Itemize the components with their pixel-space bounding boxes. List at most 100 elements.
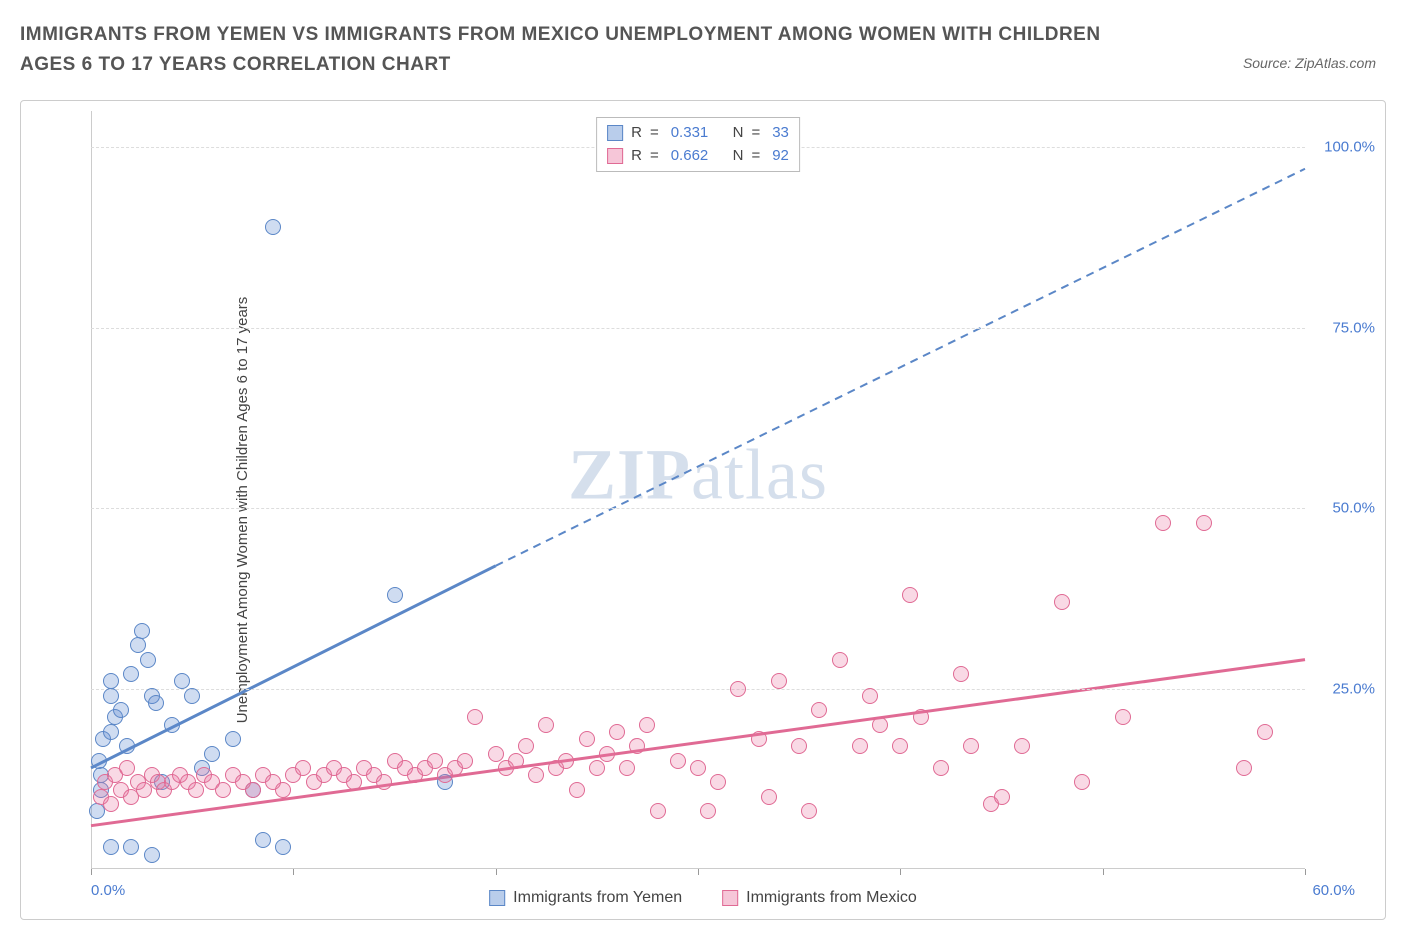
scatter-point	[130, 637, 146, 653]
scatter-point	[148, 695, 164, 711]
scatter-point	[730, 681, 746, 697]
legend-R-label: R	[631, 122, 642, 145]
scatter-point	[184, 688, 200, 704]
x-tick-mark	[698, 869, 699, 875]
scatter-point	[528, 767, 544, 783]
scatter-point	[761, 789, 777, 805]
legend-R-label: R	[631, 145, 642, 168]
scatter-point	[245, 782, 261, 798]
scatter-point	[91, 753, 107, 769]
scatter-point	[123, 839, 139, 855]
scatter-point	[174, 673, 190, 689]
scatter-point	[1236, 760, 1252, 776]
scatter-point	[488, 746, 504, 762]
scatter-point	[140, 652, 156, 668]
gridline	[91, 508, 1305, 509]
y-tick-label: 50.0%	[1315, 500, 1375, 517]
scatter-point	[164, 717, 180, 733]
scatter-point	[771, 673, 787, 689]
scatter-point	[913, 709, 929, 725]
scatter-point	[538, 717, 554, 733]
scatter-point	[1014, 738, 1030, 754]
source-link[interactable]: ZipAtlas.com	[1295, 55, 1376, 71]
scatter-point	[791, 738, 807, 754]
scatter-point	[225, 731, 241, 747]
y-tick-label: 100.0%	[1315, 139, 1375, 156]
scatter-point	[852, 738, 868, 754]
legend-label-mexico: Immigrants from Mexico	[746, 889, 917, 907]
x-tick-mark	[1103, 869, 1104, 875]
scatter-point	[670, 753, 686, 769]
scatter-point	[387, 587, 403, 603]
legend-item-mexico: Immigrants from Mexico	[722, 889, 917, 907]
scatter-point	[1054, 594, 1070, 610]
scatter-point	[518, 738, 534, 754]
scatter-point	[569, 782, 585, 798]
legend-label-yemen: Immigrants from Yemen	[513, 889, 682, 907]
legend-N-label: N	[733, 145, 744, 168]
scatter-point	[1115, 709, 1131, 725]
scatter-point	[599, 746, 615, 762]
scatter-point	[690, 760, 706, 776]
scatter-point	[134, 623, 150, 639]
scatter-point	[619, 760, 635, 776]
scatter-point	[123, 666, 139, 682]
trendline-solid	[91, 566, 496, 768]
scatter-point	[994, 789, 1010, 805]
scatter-point	[609, 724, 625, 740]
x-tick-min: 0.0%	[91, 882, 125, 899]
series-legend: Immigrants from Yemen Immigrants from Me…	[489, 889, 917, 907]
x-tick-mark	[900, 869, 901, 875]
swatch-yemen	[489, 890, 505, 906]
gridline	[91, 328, 1305, 329]
legend-eq: =	[751, 145, 760, 168]
gridline	[91, 689, 1305, 690]
scatter-point	[204, 746, 220, 762]
scatter-point	[215, 782, 231, 798]
scatter-point	[933, 760, 949, 776]
legend-N-mexico: 92	[772, 145, 789, 168]
source-prefix: Source:	[1243, 55, 1291, 71]
x-tick-mark	[496, 869, 497, 875]
scatter-point	[144, 847, 160, 863]
trendline-solid	[91, 660, 1305, 826]
legend-row-yemen: R = 0.331 N = 33	[607, 122, 789, 145]
scatter-point	[119, 738, 135, 754]
x-tick-max: 60.0%	[1312, 882, 1355, 899]
scatter-point	[508, 753, 524, 769]
scatter-point	[376, 774, 392, 790]
scatter-point	[103, 688, 119, 704]
scatter-point	[1257, 724, 1273, 740]
legend-R-mexico: 0.662	[671, 145, 709, 168]
x-tick-mark	[1305, 869, 1306, 875]
scatter-point	[558, 753, 574, 769]
scatter-point	[265, 219, 281, 235]
scatter-point	[1196, 515, 1212, 531]
scatter-point	[119, 760, 135, 776]
trendline-dash	[496, 169, 1305, 566]
y-tick-label: 25.0%	[1315, 680, 1375, 697]
swatch-mexico	[722, 890, 738, 906]
scatter-point	[188, 782, 204, 798]
scatter-point	[346, 774, 362, 790]
scatter-point	[113, 702, 129, 718]
scatter-point	[700, 803, 716, 819]
plot-area: ZIPatlas R = 0.331 N = 33 R = 0.662 N =	[91, 111, 1305, 869]
scatter-point	[953, 666, 969, 682]
scatter-point	[275, 839, 291, 855]
legend-eq: =	[650, 122, 659, 145]
swatch-yemen	[607, 125, 623, 141]
x-tick-mark	[293, 869, 294, 875]
scatter-point	[650, 803, 666, 819]
scatter-point	[467, 709, 483, 725]
scatter-point	[589, 760, 605, 776]
chart-container: Unemployment Among Women with Children A…	[20, 100, 1386, 920]
scatter-point	[103, 673, 119, 689]
scatter-point	[103, 796, 119, 812]
scatter-point	[1074, 774, 1090, 790]
scatter-point	[639, 717, 655, 733]
legend-row-mexico: R = 0.662 N = 92	[607, 145, 789, 168]
x-tick-mark	[91, 869, 92, 875]
scatter-point	[892, 738, 908, 754]
scatter-point	[872, 717, 888, 733]
